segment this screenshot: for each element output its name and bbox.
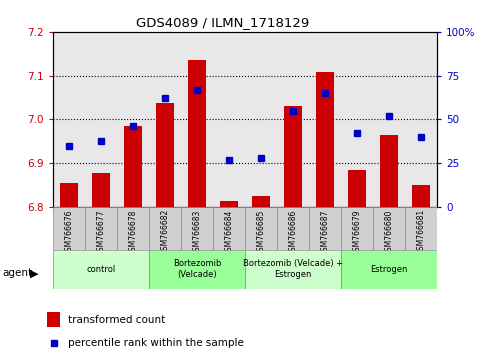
Text: Estrogen: Estrogen <box>370 264 408 274</box>
Text: GDS4089 / ILMN_1718129: GDS4089 / ILMN_1718129 <box>136 16 309 29</box>
Text: GSM766683: GSM766683 <box>193 209 201 256</box>
Bar <box>188 60 206 207</box>
Text: GSM766687: GSM766687 <box>321 209 329 256</box>
Text: GSM766677: GSM766677 <box>97 209 106 256</box>
Bar <box>181 207 213 250</box>
Bar <box>341 250 437 289</box>
Text: Bortezomib
(Velcade): Bortezomib (Velcade) <box>173 259 221 279</box>
Bar <box>47 312 60 327</box>
Text: GSM766686: GSM766686 <box>289 209 298 256</box>
Bar <box>149 250 245 289</box>
Text: Bortezomib (Velcade) +
Estrogen: Bortezomib (Velcade) + Estrogen <box>243 259 343 279</box>
Text: GSM766681: GSM766681 <box>417 209 426 256</box>
Text: agent: agent <box>2 268 32 278</box>
Bar <box>277 207 309 250</box>
Text: GSM766682: GSM766682 <box>161 209 170 256</box>
Bar <box>85 207 117 250</box>
Bar <box>373 207 405 250</box>
Bar <box>380 135 398 207</box>
Text: percentile rank within the sample: percentile rank within the sample <box>69 338 244 348</box>
Text: GSM766679: GSM766679 <box>353 209 362 256</box>
Bar <box>412 185 430 207</box>
Bar <box>60 183 78 207</box>
Text: GSM766684: GSM766684 <box>225 209 234 256</box>
Text: GSM766676: GSM766676 <box>65 209 73 256</box>
Text: GSM766680: GSM766680 <box>384 209 394 256</box>
Bar <box>124 126 142 207</box>
Bar <box>245 207 277 250</box>
Bar <box>220 200 238 207</box>
Bar <box>53 250 149 289</box>
Bar <box>245 250 341 289</box>
Text: control: control <box>86 264 116 274</box>
Bar <box>348 170 366 207</box>
Bar <box>252 196 270 207</box>
Bar <box>213 207 245 250</box>
Bar <box>53 207 85 250</box>
Bar <box>117 207 149 250</box>
Bar <box>405 207 437 250</box>
Text: ▶: ▶ <box>30 268 39 278</box>
Bar <box>92 173 110 207</box>
Text: GSM766678: GSM766678 <box>128 209 138 256</box>
Text: transformed count: transformed count <box>69 315 166 325</box>
Bar <box>341 207 373 250</box>
Bar <box>156 103 174 207</box>
Bar <box>316 72 334 207</box>
Bar <box>309 207 341 250</box>
Text: GSM766685: GSM766685 <box>256 209 266 256</box>
Bar <box>149 207 181 250</box>
Bar <box>284 106 302 207</box>
